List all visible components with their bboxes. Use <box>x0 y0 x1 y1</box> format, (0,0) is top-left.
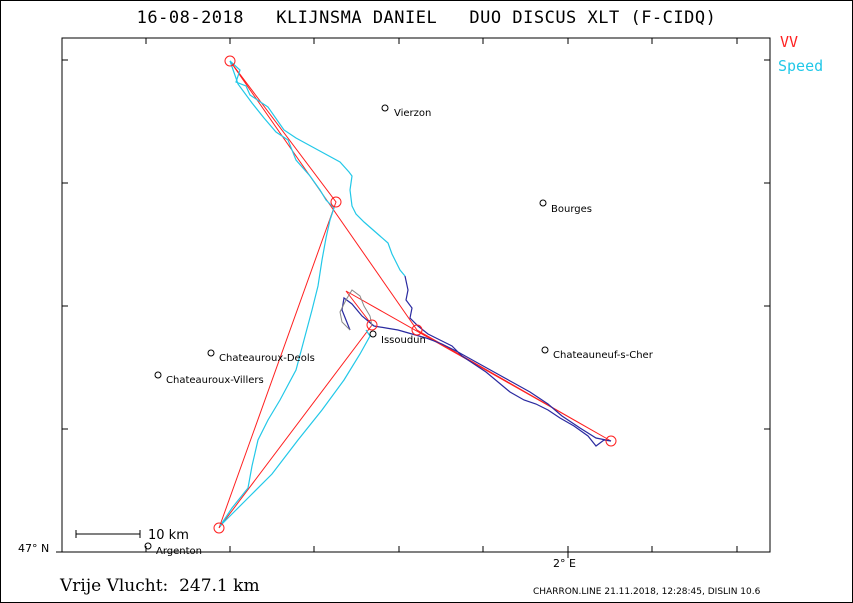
lon-ticks <box>145 38 738 558</box>
svg-text:Chateauroux-Villers: Chateauroux-Villers <box>166 375 264 386</box>
free-flight-distance: Vrije Vlucht: 247.1 km <box>60 576 260 596</box>
svg-text:Vierzon: Vierzon <box>394 108 431 119</box>
flight-trace-speed-1 <box>229 60 406 277</box>
footer-info: CHARRON.LINE 21.11.2018, 12:28:45, DISLI… <box>533 587 761 597</box>
flight-trace-climb <box>341 275 612 447</box>
svg-text:Issoudun: Issoudun <box>381 335 426 346</box>
town-chateauroux-villers: Chateauroux-Villers <box>154 371 264 386</box>
flight-trace-speed-2 <box>219 60 371 527</box>
svg-text:Chateauneuf-s-Cher: Chateauneuf-s-Cher <box>553 350 654 361</box>
map-frame <box>61 37 771 553</box>
scale-bar-label: 10 km <box>148 528 189 543</box>
turnpoint-markers <box>213 55 617 534</box>
lon-axis-label: 2° E <box>553 557 576 570</box>
town-issoudun: Issoudun <box>369 330 426 346</box>
scale-bar: 10 km <box>75 528 189 543</box>
town-chateauneuf-s-cher: Chateauneuf-s-Cher <box>541 346 654 361</box>
svg-text:Argenton: Argenton <box>156 546 202 557</box>
town-chateauroux-deols: Chateauroux-Deols <box>207 349 315 364</box>
legend-vv: VV <box>780 33 799 51</box>
flight-trace-grey <box>339 289 373 331</box>
lat-ticks <box>56 59 770 553</box>
task-lines <box>218 60 612 529</box>
svg-text:Bourges: Bourges <box>551 204 592 215</box>
town-argenton: Argenton <box>144 542 202 557</box>
legend-speed: Speed <box>778 57 824 75</box>
town-bourges: Bourges <box>539 199 592 215</box>
svg-text:Chateauroux-Deols: Chateauroux-Deols <box>219 353 315 364</box>
lat-axis-label: 47° N <box>18 542 50 555</box>
flight-title: 16-08-2018 KLIJNSMA DANIEL DUO DISCUS XL… <box>136 8 717 28</box>
town-vierzon: Vierzon <box>381 104 431 119</box>
